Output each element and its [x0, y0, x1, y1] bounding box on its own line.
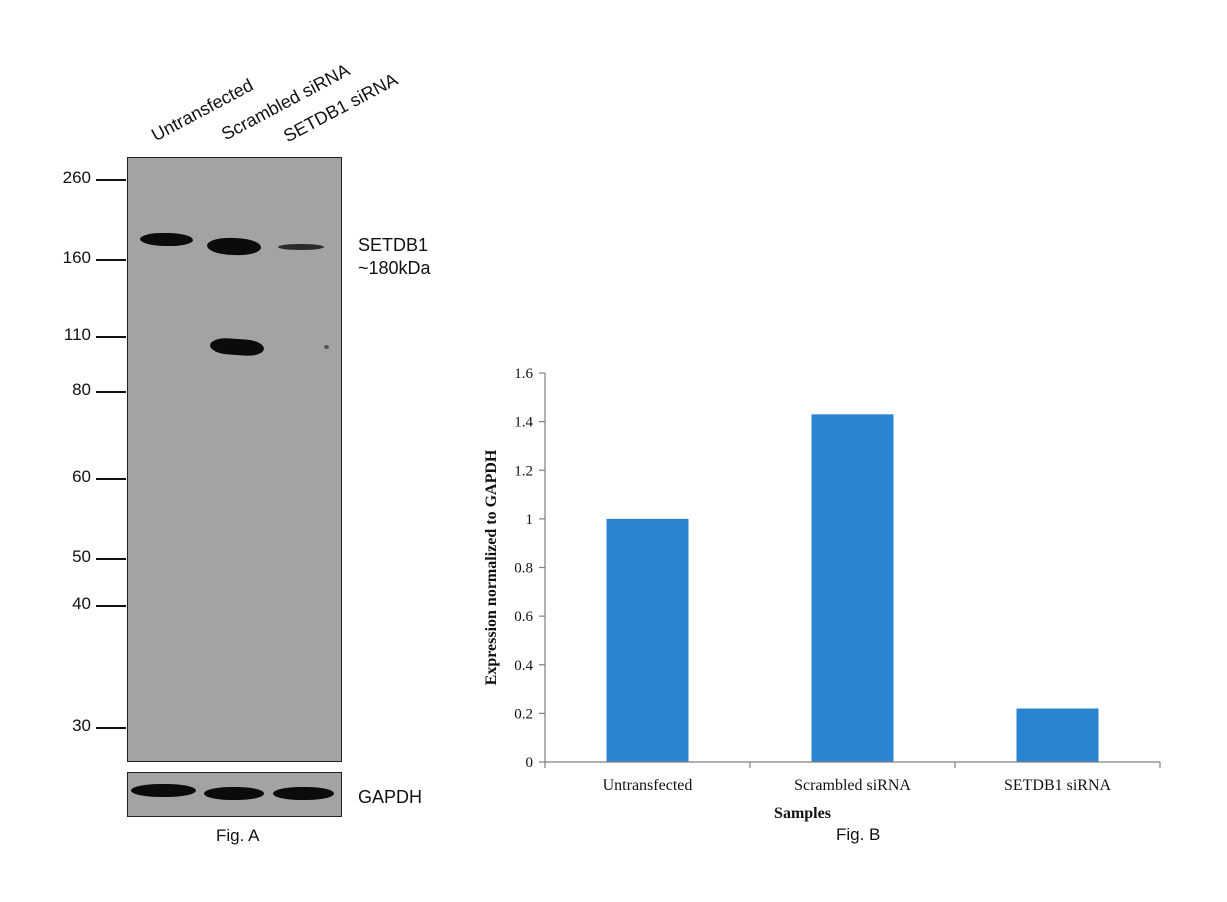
y-tick-label: 0 — [526, 755, 534, 771]
expression-bar-chart: 0 0.2 0.4 0.6 0.8 1 1.2 1.4 1.6 Untransfected Scr… — [470, 340, 1227, 860]
bar-chart-svg: 0 0.2 0.4 0.6 0.8 1 1.2 1.4 1.6 Untransfected Scr… — [483, 366, 1161, 822]
x-tick-label: Scrambled siRNA — [794, 777, 911, 794]
mw-tick-60 — [96, 478, 126, 480]
main-blot-panel — [127, 157, 342, 762]
gapdh-band-setdb1-sirna — [273, 787, 334, 800]
mw-tick-260 — [96, 179, 126, 181]
gapdh-band-untransfected — [131, 784, 196, 797]
x-axis-title: Samples — [774, 805, 831, 822]
mw-marker-50: 50 — [72, 547, 91, 566]
y-tick-label: 1 — [526, 512, 534, 528]
mw-tick-30 — [96, 727, 126, 729]
bars — [606, 414, 1099, 762]
gapdh-blot-panel — [127, 772, 342, 817]
figure-b-caption: Fig. B — [836, 825, 881, 844]
figure-a-caption: Fig. A — [216, 826, 260, 845]
y-tick-label: 0.4 — [514, 658, 533, 674]
faint-band-setdb1-sirna — [324, 345, 329, 349]
mw-marker-60: 60 — [72, 467, 91, 486]
setdb1-band-untransfected — [139, 232, 194, 247]
western-blot-figure: Untransfected Scrambled siRNA SETDB1 siR… — [0, 0, 470, 902]
y-axis-ticks: 0 0.2 0.4 0.6 0.8 1 1.2 1.4 1.6 — [514, 366, 545, 771]
y-tick-label: 0.6 — [514, 609, 533, 625]
y-tick-label: 1.2 — [514, 463, 533, 479]
mw-tick-40 — [96, 605, 126, 607]
nonspecific-band-scrambled-sirna — [209, 337, 265, 357]
y-tick-label: 0.2 — [514, 706, 533, 722]
bar-setdb1-sirna — [1016, 708, 1099, 762]
x-axis-ticks: Untransfected Scrambled siRNA SETDB1 siRNA — [544, 762, 1161, 794]
mw-marker-160: 160 — [62, 248, 91, 267]
mw-marker-30: 30 — [72, 716, 91, 735]
setdb1-band-scrambled-sirna — [206, 237, 262, 256]
x-tick-label: Untransfected — [603, 777, 693, 794]
mw-marker-260: 260 — [62, 168, 91, 187]
setdb1-band-setdb1-sirna — [278, 244, 324, 250]
mw-tick-110 — [96, 336, 126, 338]
mw-marker-110: 110 — [63, 325, 91, 344]
gapdh-band-scrambled-sirna — [204, 787, 264, 800]
mw-marker-80: 80 — [72, 380, 91, 399]
y-tick-label: 0.8 — [514, 561, 533, 577]
x-tick-label: SETDB1 siRNA — [1004, 777, 1112, 794]
y-tick-label: 1.6 — [514, 366, 533, 382]
bar-scrambled-sirna — [811, 414, 894, 762]
mw-tick-80 — [96, 391, 126, 393]
mw-tick-50 — [96, 558, 126, 560]
y-axis-title: Expression normalized to GAPDH — [483, 449, 500, 685]
mw-tick-160 — [96, 259, 126, 261]
target-protein-label: SETDB1 — [358, 235, 429, 255]
bar-untransfected — [606, 518, 689, 762]
target-size-label: ~180kDa — [358, 258, 431, 278]
mw-marker-40: 40 — [72, 594, 91, 613]
gapdh-label: GAPDH — [358, 787, 423, 807]
y-tick-label: 1.4 — [514, 415, 533, 431]
